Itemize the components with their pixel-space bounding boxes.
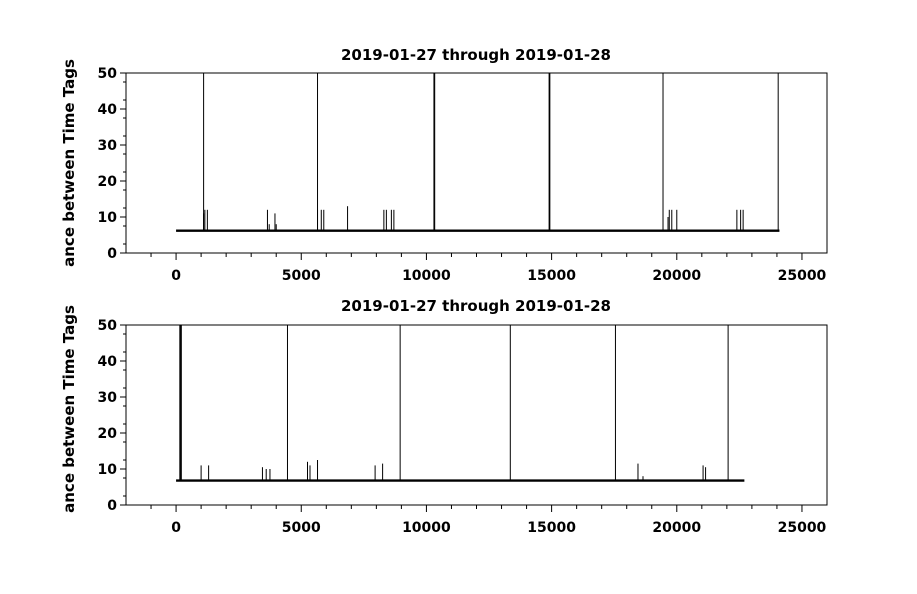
x-tick-label: 20000 [652,268,701,284]
plot-frame [125,324,828,506]
y-tick-label: 50 [98,318,118,334]
y-axis-label: ance between Time Tags [60,305,78,513]
y-tick-label: 40 [98,102,118,118]
x-tick-label: 10000 [402,268,451,284]
x-tick-label: 20000 [652,520,701,536]
y-tick-label: 20 [98,426,118,442]
x-tick-label: 5000 [282,268,321,284]
x-tick-label: 10000 [402,520,451,536]
y-axis-label: ance between Time Tags [60,59,78,267]
x-tick-label: 5000 [282,520,321,536]
y-tick-label: 50 [98,66,118,82]
x-tick-label: 15000 [527,268,576,284]
series-layer [176,73,780,232]
series-layer [176,325,745,482]
y-tick-label: 0 [107,498,117,514]
y-tick-label: 10 [98,462,118,478]
y-tick-label: 40 [98,354,118,370]
y-tick-label: 20 [98,174,118,190]
y-tick-label: 10 [98,210,118,226]
x-tick-label: 15000 [527,520,576,536]
tick-layer: 0 10 20 30 40 50 0 5000 10000 15000 20000 25000 [98,66,827,284]
y-tick-label: 30 [98,138,118,154]
y-tick-label: 0 [107,246,117,262]
x-tick-label: 25000 [778,520,827,536]
chart-title: 2019-01-27 through 2019-01-28 [341,297,611,315]
x-tick-label: 25000 [778,268,827,284]
plot-frame [125,72,828,254]
chart-title: 2019-01-27 through 2019-01-28 [341,46,611,64]
x-tick-label: 0 [171,268,181,284]
y-tick-label: 30 [98,390,118,406]
top-chart-panel: 2019-01-27 through 2019-01-28 ance betwe… [60,46,828,284]
tick-layer: 0 10 20 30 40 50 0 5000 10000 15000 20000 25000 [98,318,827,536]
x-tick-label: 0 [171,520,181,536]
bottom-chart-panel: 2019-01-27 through 2019-01-28 ance betwe… [60,297,828,536]
